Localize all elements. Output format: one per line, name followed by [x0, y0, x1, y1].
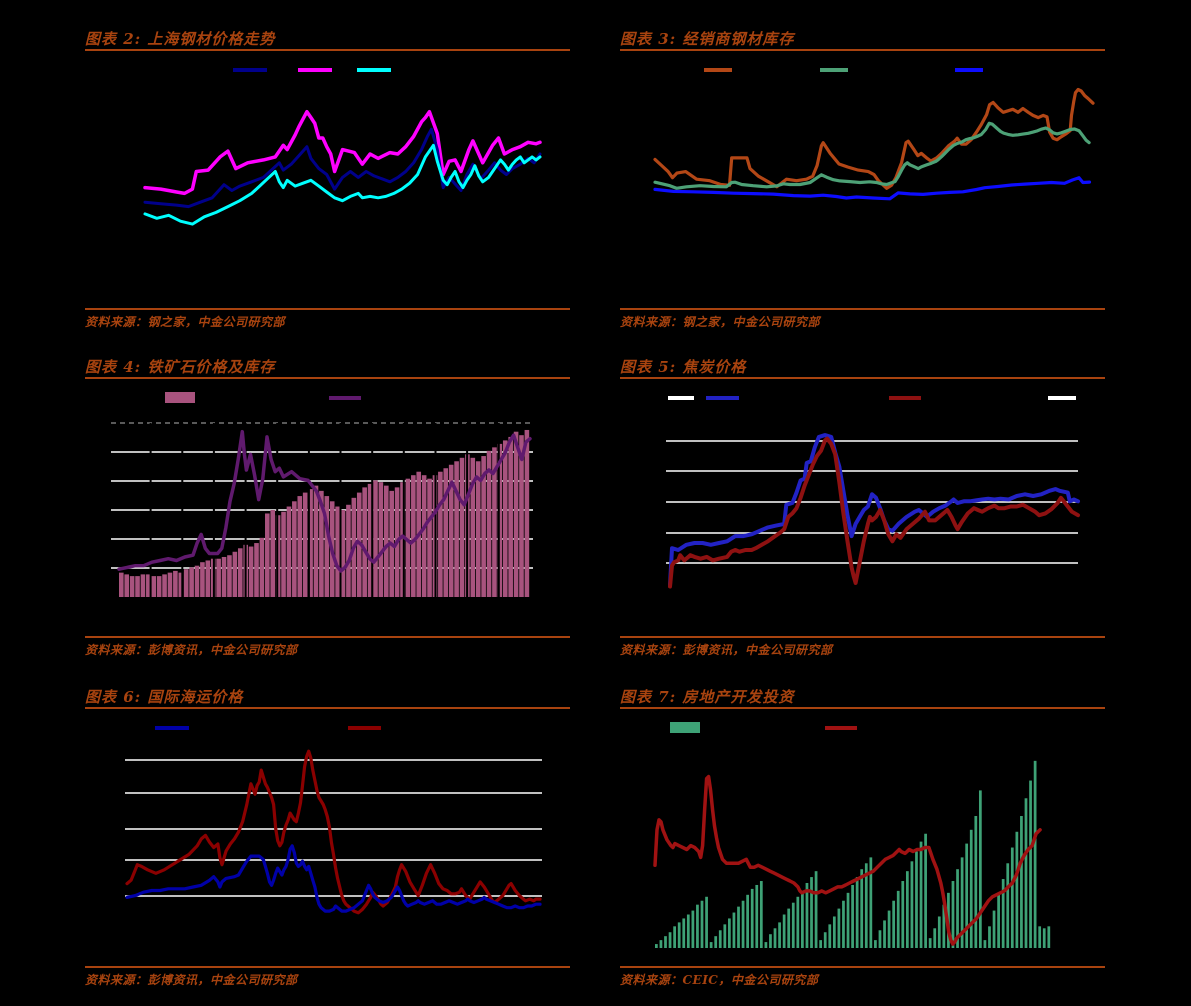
chart-plot	[111, 422, 533, 597]
source-rule	[85, 966, 570, 968]
source-text: 资料来源：彭博资讯，中金公司研究部	[620, 643, 833, 657]
title-rule	[85, 377, 570, 379]
source-text: 资料来源：彭博资讯，中金公司研究部	[85, 643, 298, 657]
legend-line-swatch	[348, 726, 381, 730]
chart-legend	[85, 388, 570, 408]
legend-line-swatch	[298, 68, 332, 72]
legend-bar-swatch	[165, 392, 195, 403]
chart-panel-figure3: 图表 3: 经销商钢材库存 资料来源：钢之家，中金公司研究部	[620, 28, 1105, 332]
chart-plot	[666, 433, 1080, 589]
legend-bar-swatch	[670, 722, 700, 733]
source-rule	[85, 308, 570, 310]
legend-line-swatch	[820, 68, 848, 72]
chart-panel-figure2: 图表 2: 上海钢材价格走势 资料来源：钢之家，中金公司研究部	[85, 28, 570, 332]
title-rule	[620, 49, 1105, 51]
chart-plot	[653, 760, 1051, 948]
legend-line-swatch	[1048, 396, 1076, 400]
chart-legend	[85, 60, 570, 80]
legend-line-swatch	[704, 68, 732, 72]
title-rule	[85, 707, 570, 709]
chart-title: 图表 2: 上海钢材价格走势	[85, 30, 276, 48]
source-rule	[620, 966, 1105, 968]
chart-panel-figure5: 图表 5: 焦炭价格 资料来源：彭博资讯，中金公司研究部	[620, 356, 1105, 660]
legend-line-swatch	[233, 68, 267, 72]
chart-legend	[85, 718, 570, 738]
legend-line-swatch	[668, 396, 694, 400]
source-text: 资料来源：钢之家，中金公司研究部	[620, 315, 821, 329]
chart-panel-figure7: 图表 7: 房地产开发投资 资料来源：CEIC，中金公司研究部	[620, 686, 1105, 990]
chart-legend	[620, 60, 1105, 80]
legend-line-swatch	[329, 396, 361, 400]
source-rule	[620, 308, 1105, 310]
legend-line-swatch	[825, 726, 857, 730]
chart-title: 图表 5: 焦炭价格	[620, 358, 747, 376]
title-rule	[85, 49, 570, 51]
chart-plot	[143, 109, 542, 226]
chart-title: 图表 6: 国际海运价格	[85, 688, 244, 706]
source-text: 资料来源：彭博资讯，中金公司研究部	[85, 973, 298, 987]
chart-title: 图表 4: 铁矿石价格及库存	[85, 358, 276, 376]
chart-plot	[125, 749, 542, 915]
chart-panel-figure6: 图表 6: 国际海运价格 资料来源：彭博资讯，中金公司研究部	[85, 686, 570, 990]
title-rule	[620, 707, 1105, 709]
chart-title: 图表 3: 经销商钢材库存	[620, 30, 795, 48]
chart-panel-figure4: 图表 4: 铁矿石价格及库存 资料来源：彭博资讯，中金公司研究部	[85, 356, 570, 660]
chart-plot	[653, 87, 1095, 201]
legend-line-swatch	[357, 68, 391, 72]
chart-title: 图表 7: 房地产开发投资	[620, 688, 795, 706]
source-text: 资料来源：CEIC，中金公司研究部	[620, 973, 819, 987]
legend-line-swatch	[155, 726, 189, 730]
source-rule	[85, 636, 570, 638]
legend-line-swatch	[889, 396, 921, 400]
chart-legend	[620, 718, 1105, 738]
legend-line-swatch	[706, 396, 739, 400]
source-rule	[620, 636, 1105, 638]
chart-legend	[620, 388, 1105, 408]
source-text: 资料来源：钢之家，中金公司研究部	[85, 315, 286, 329]
legend-line-swatch	[955, 68, 983, 72]
title-rule	[620, 377, 1105, 379]
